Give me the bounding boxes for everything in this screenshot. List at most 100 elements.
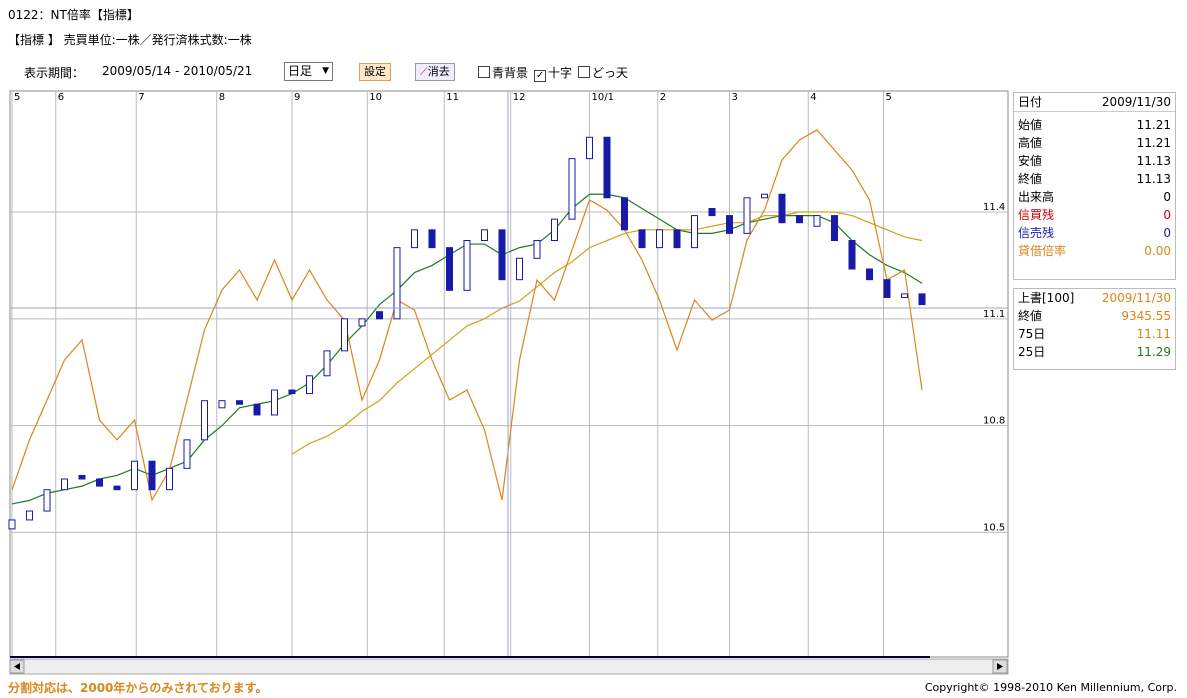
candle-body xyxy=(481,229,488,242)
x-tick-label: 7 xyxy=(138,92,144,103)
row-label: 信買残 xyxy=(1018,208,1055,222)
dropdown-arrow: ▼ xyxy=(322,66,330,76)
x-tick-label: 6 xyxy=(58,92,64,103)
set-button[interactable]: 設定 xyxy=(359,63,391,81)
copyright: Copyright© 1998-2010 Ken Millennium, Cor… xyxy=(924,681,1177,694)
candle-body xyxy=(358,318,366,327)
row-value: 11.29 xyxy=(1136,345,1171,359)
footer-note: 分割対応は、2000年からのみされております。 xyxy=(8,681,268,695)
candle-body xyxy=(621,197,628,231)
candle-body xyxy=(708,207,716,217)
erase-button[interactable]: ⟋消去 xyxy=(415,63,455,81)
candle-body xyxy=(743,197,751,234)
x-tick-label: 5 xyxy=(14,92,20,103)
candle-body xyxy=(761,193,768,199)
erase-icon: ⟋ xyxy=(420,65,428,78)
panel-row: 終値 11.13 xyxy=(1014,170,1175,188)
candle-body xyxy=(183,439,191,469)
row-value: 2009/11/30 xyxy=(1101,95,1171,109)
info-panel: 日付 2009/11/30 始値 11.21 高値 11.21 安値 11.13 終値 11.13… xyxy=(1013,92,1176,280)
x-tick-label: 11 xyxy=(446,92,459,103)
period: 2009/05/14 - 2010/05/21 xyxy=(102,64,253,78)
row-value: 0.00 xyxy=(1144,244,1171,258)
candle-body xyxy=(26,510,33,521)
scrollbar[interactable] xyxy=(9,658,1009,675)
row-label: 安値 xyxy=(1018,154,1043,168)
row-label: 出来高 xyxy=(1018,190,1055,204)
interval: 日足 xyxy=(288,64,313,78)
candle-body xyxy=(918,293,926,306)
chart: 5 6 7 8 9 10 11 12 10/1 2 3 4 5 10.5 10.8 11.1 11.4 xyxy=(8,90,1009,675)
candle-body xyxy=(218,400,226,409)
row-value: 11.13 xyxy=(1136,172,1171,186)
row-value: 2009/11/30 xyxy=(1101,291,1171,305)
candle-body xyxy=(831,215,838,242)
x-tick-label: 9 xyxy=(294,92,300,103)
option-label: 十字 xyxy=(548,66,573,80)
panel-row: 信買残 0 xyxy=(1014,206,1175,224)
y-tick-label: 10.8 xyxy=(983,416,1005,427)
line-series xyxy=(291,211,923,455)
panel-row: 上書[100] 2009/11/30 xyxy=(1014,289,1175,307)
y-tick-label: 10.5 xyxy=(983,522,1005,533)
candle-body xyxy=(131,460,138,491)
page-title: 0122：NT倍率【指標】 xyxy=(8,8,139,22)
candle-body xyxy=(533,240,541,259)
panel-row: 貸借倍率 0.00 xyxy=(1014,242,1175,260)
checkbox xyxy=(478,66,490,78)
row-label: 終値 xyxy=(1018,172,1043,186)
x-tick-label: 3 xyxy=(732,92,738,103)
option[interactable]: どっ天 xyxy=(578,66,628,80)
row-label: 始値 xyxy=(1018,118,1043,132)
row-value: 11.13 xyxy=(1136,154,1171,168)
period-label: 表示期間： xyxy=(24,66,85,80)
row-value: 0 xyxy=(1163,208,1171,222)
y-tick-label: 11.4 xyxy=(983,202,1005,213)
candle-body xyxy=(341,318,348,352)
candle-body xyxy=(43,489,51,512)
candle-body xyxy=(271,389,278,416)
x-tick-label: 10 xyxy=(369,92,382,103)
candle-body xyxy=(96,478,103,487)
option-label: 青背景 xyxy=(492,66,529,80)
x-tick-label: 4 xyxy=(810,92,816,103)
candle-body xyxy=(78,474,86,480)
checkbox: ✓ xyxy=(534,70,547,82)
line-series xyxy=(11,129,923,502)
candle-body xyxy=(726,215,733,234)
candle-body xyxy=(586,136,593,160)
candle-body xyxy=(446,247,453,291)
candle-body xyxy=(866,268,873,281)
candle-body xyxy=(778,193,786,224)
candle-body xyxy=(691,215,698,249)
row-label: 25日 xyxy=(1018,345,1046,359)
candle-body xyxy=(568,158,576,220)
candle-body xyxy=(306,375,313,395)
candle-body xyxy=(8,519,16,530)
panel-row: 日付 2009/11/30 xyxy=(1014,93,1175,112)
candle-body xyxy=(376,311,383,320)
option[interactable]: 青背景 xyxy=(478,66,528,80)
panel-row: 終値 9345.55 xyxy=(1014,307,1175,325)
candle-body xyxy=(148,460,156,491)
candle-body xyxy=(883,279,891,298)
panel-row: 信売残 0 xyxy=(1014,224,1175,242)
x-tick-label: 5 xyxy=(886,92,892,103)
x-tick-label: 12 xyxy=(513,92,526,103)
options: 青背景 ✓ 十字 どっ天 xyxy=(478,64,634,82)
option-label: どっ天 xyxy=(592,66,629,80)
candle-body xyxy=(323,350,331,377)
candle-body xyxy=(638,229,646,249)
candle-body xyxy=(848,240,856,270)
x-tick-label: 10/1 xyxy=(592,92,614,103)
candle-body xyxy=(288,389,296,395)
candle-body xyxy=(411,229,418,249)
plot-frame xyxy=(9,90,1009,658)
option[interactable]: ✓ 十字 xyxy=(534,66,573,82)
erase-text: 消去 xyxy=(427,65,450,78)
candle-body xyxy=(253,403,261,416)
candle-body xyxy=(113,485,121,491)
panel-row: 安値 11.13 xyxy=(1014,152,1175,170)
interval-select[interactable]: 日足 ▼ xyxy=(284,62,334,81)
